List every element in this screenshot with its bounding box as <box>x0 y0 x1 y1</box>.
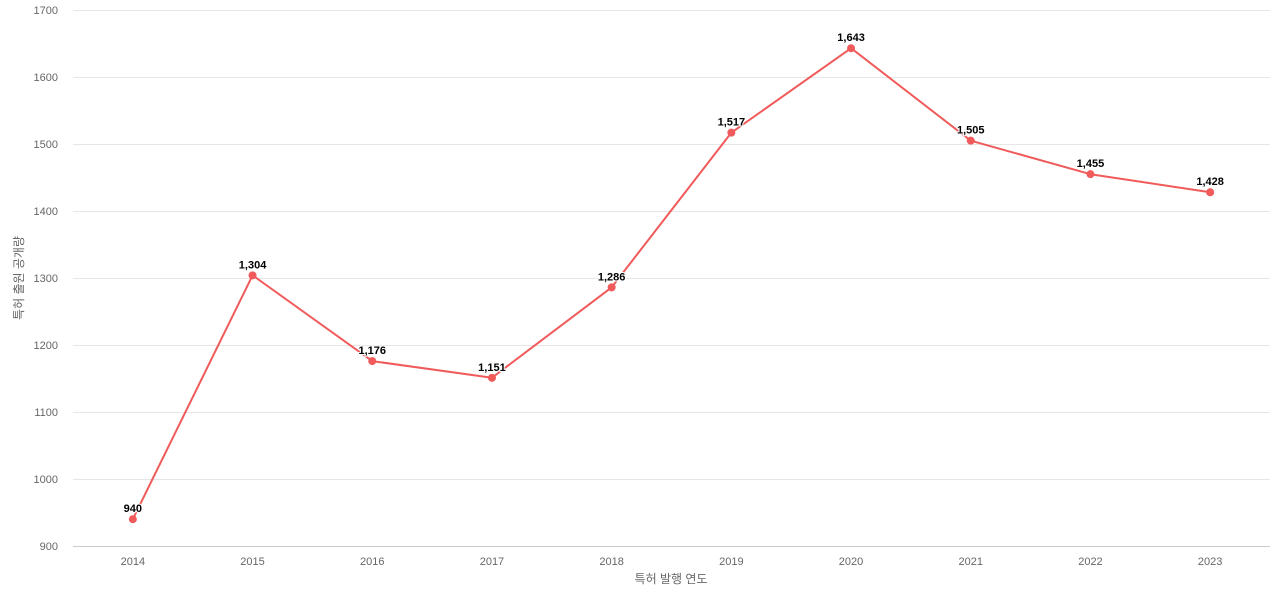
data-point[interactable] <box>1206 188 1215 197</box>
data-label: 1,505 <box>957 125 985 137</box>
data-label: 1,286 <box>598 271 626 283</box>
data-label: 1,643 <box>837 32 865 44</box>
data-point[interactable] <box>727 128 736 137</box>
data-label: 1,176 <box>358 345 386 357</box>
x-tick-label: 2017 <box>480 556 504 568</box>
data-label: 1,151 <box>478 362 506 374</box>
y-tick-label: 1600 <box>34 72 58 84</box>
data-point[interactable] <box>607 283 616 292</box>
data-label: 940 <box>124 503 142 515</box>
data-point[interactable] <box>847 44 856 53</box>
series-line <box>131 47 1211 520</box>
y-tick-label: 1000 <box>34 474 58 486</box>
x-tick-label: 2019 <box>719 556 743 568</box>
y-tick-label: 1700 <box>34 5 58 17</box>
data-point[interactable] <box>368 357 377 366</box>
gridlines <box>73 10 1270 480</box>
y-tick-label: 900 <box>40 541 58 553</box>
y-tick-label: 1100 <box>34 407 58 419</box>
data-point[interactable] <box>128 515 137 524</box>
data-label: 1,304 <box>239 259 267 271</box>
series-layer <box>128 44 1215 524</box>
data-labels: 940 1,304 1,176 1,151 1,286 1,517 1,643 1,505 1,… <box>123 31 1225 516</box>
y-axis-title: 특허 출원 공개량 <box>12 236 26 320</box>
x-tick-label: 2016 <box>360 556 384 568</box>
x-tick-label: 2014 <box>121 556 145 568</box>
x-tick-label: 2021 <box>959 556 983 568</box>
data-label: 1,428 <box>1196 176 1224 188</box>
y-tick-label: 1500 <box>34 139 58 151</box>
data-label: 1,517 <box>718 117 746 129</box>
data-point[interactable] <box>248 271 257 280</box>
y-tick-label: 1300 <box>34 273 58 285</box>
data-point[interactable] <box>487 373 496 382</box>
data-point[interactable] <box>966 136 975 145</box>
x-tick-label: 2022 <box>1078 556 1102 568</box>
x-tick-label: 2023 <box>1198 556 1222 568</box>
y-tick-label: 1400 <box>34 206 58 218</box>
x-tick-label: 2015 <box>240 556 264 568</box>
y-tick-label: 1200 <box>34 340 58 352</box>
axes: 900 1000 1100 1200 1300 1400 1500 1600 1700 2014 2… <box>34 5 1270 568</box>
data-point[interactable] <box>1086 170 1095 179</box>
x-tick-label: 2018 <box>599 556 623 568</box>
data-label: 1,455 <box>1077 158 1105 170</box>
x-axis-title: 특허 발행 연도 <box>635 571 708 586</box>
x-tick-label: 2020 <box>839 556 863 568</box>
